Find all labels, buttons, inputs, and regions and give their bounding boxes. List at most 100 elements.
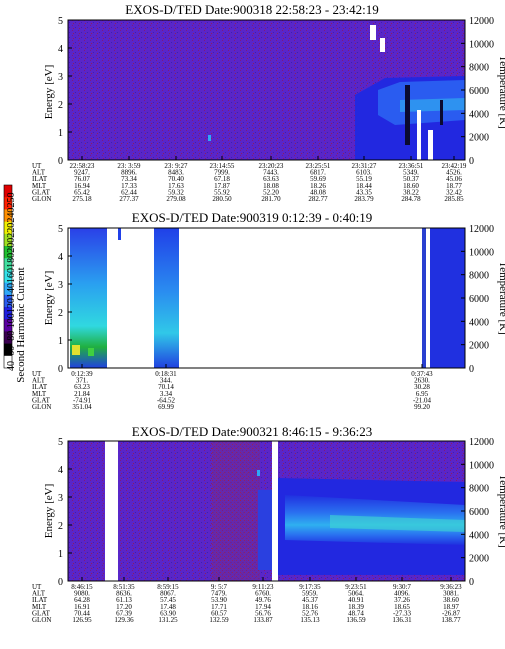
orbit-value: -74.91	[73, 396, 92, 404]
panel-title: EXOS-D/TED Date:900319 0:12:39 - 0:40:19	[132, 210, 372, 225]
orbit-value: 65.42	[74, 188, 90, 196]
orbit-value: 279.08	[166, 195, 186, 203]
colorbar-swatch	[4, 355, 12, 369]
y-tick-label: 5	[58, 437, 63, 448]
y-tick-label: 3	[58, 280, 63, 291]
y2-tick-label: 8000	[469, 271, 489, 282]
colorbar-frame	[3, 184, 13, 369]
spectrogram-plot: 0 1 2 3 4 5 0 2000 4000 6000 8000 10000 12000	[58, 16, 494, 167]
orbit-value: 63.63	[263, 175, 279, 183]
panel-900319: EXOS-D/TED Date:900319 0:12:39 - 0:40:19…	[32, 210, 505, 411]
x-tick-label: 23:25:51	[306, 162, 331, 170]
orbit-value: 7479.	[211, 590, 227, 598]
orbit-value: 18.44	[356, 182, 372, 190]
x-tick-label: 9:17:35	[299, 583, 321, 591]
y2-tick-label: 6000	[469, 86, 489, 97]
y2-tick-label: 6000	[469, 507, 489, 518]
orbit-value: 32.42	[446, 188, 462, 196]
temperature-band-peak	[400, 98, 465, 112]
colorbar-swatch	[4, 185, 12, 198]
spot	[257, 470, 260, 476]
x-tick-label: 23:14:55	[210, 162, 235, 170]
orbit-row-label: GLON	[32, 195, 51, 203]
orbit-row-label: GLAT	[32, 396, 51, 404]
orbit-row-label: UT	[32, 162, 42, 170]
data-segment	[422, 228, 426, 368]
data-gap	[380, 38, 385, 52]
y2-tick-label: 8000	[469, 484, 489, 495]
orbit-row-label: ALT	[32, 377, 46, 385]
x-tick-label: 9:11:23	[252, 583, 274, 591]
y-tick-label: 5	[58, 16, 63, 27]
spot	[208, 135, 211, 141]
orbit-value: 6.95	[416, 390, 429, 398]
orbit-value: 277.37	[119, 195, 139, 203]
orbit-value: 40.91	[348, 596, 364, 604]
colorbar-swatch	[4, 270, 12, 284]
x-tick-label: 9:36:23	[440, 583, 462, 591]
orbit-value: 351.04	[72, 403, 92, 411]
orbit-value: 18.60	[403, 182, 419, 190]
colorbar-swatch	[4, 246, 12, 259]
orbit-value: 133.87	[253, 616, 273, 624]
orbit-value: 2630.	[414, 377, 430, 385]
orbit-value: 67.39	[116, 609, 132, 617]
y2-tick-label: 0	[469, 364, 474, 375]
colorbar-swatch	[4, 282, 12, 296]
y-tick-label: 1	[58, 336, 63, 347]
orbit-row-label: ALT	[32, 590, 46, 598]
orbit-value: 18.97	[443, 603, 459, 611]
orbit-row-label: ILAT	[32, 383, 48, 391]
orbit-value: 8896.	[121, 169, 137, 177]
orbit-value: 275.18	[72, 195, 92, 203]
x-tick-label: 8:59:15	[157, 583, 179, 591]
orbit-value: 59.69	[310, 175, 326, 183]
orbit-value: 9080.	[74, 590, 90, 598]
orbit-value: 5064.	[348, 590, 364, 598]
orbit-value: 76.07	[74, 175, 90, 183]
orbit-value: 38.22	[403, 188, 419, 196]
colorbar-tick-label: 40	[6, 361, 17, 371]
orbit-value: 37.26	[394, 596, 410, 604]
spot	[88, 348, 94, 356]
orbit-value: 18.65	[394, 603, 410, 611]
colorbar-tick-label: 250	[6, 193, 17, 208]
temperature-band-peak	[330, 515, 465, 532]
y2-tick-label: 4000	[469, 109, 489, 120]
orbit-value: 17.94	[255, 603, 271, 611]
orbit-value: 8067.	[160, 590, 176, 598]
orbit-value: 284.78	[401, 195, 421, 203]
y-tick-label: 1	[58, 128, 63, 139]
orbit-value: 43.35	[356, 188, 372, 196]
orbit-value: 56.76	[255, 609, 271, 617]
orbit-value: 17.33	[121, 182, 137, 190]
orbit-value: 129.36	[114, 616, 134, 624]
y2-tick-label: 0	[469, 577, 474, 588]
orbit-row-label: ILAT	[32, 175, 48, 183]
data-segment	[430, 228, 465, 368]
spectrogram-plot: 0 1 2 3 4 5 0 2000 4000 6000 8000 10000 12000	[58, 224, 494, 375]
y-tick-label: 1	[58, 549, 63, 560]
orbit-value: 67.18	[214, 175, 230, 183]
orbit-value: -64.52	[157, 396, 176, 404]
data-gap	[417, 110, 421, 160]
orbit-value: 3081.	[443, 590, 459, 598]
colorbar-swatch	[4, 233, 12, 247]
orbit-value: 17.48	[160, 603, 176, 611]
orbit-value: 18.08	[263, 182, 279, 190]
orbit-value: 8483.	[168, 169, 184, 177]
orbit-value: 17.87	[214, 182, 230, 190]
x-tick-label: 9: 5:7	[211, 583, 228, 591]
orbit-value: 282.77	[308, 195, 328, 203]
colorbar-tick-label: 80	[6, 331, 17, 341]
orbit-row-label: UT	[32, 583, 42, 591]
x-tick-label: 0:37:43	[411, 370, 433, 378]
x-tick-label: 8:51:35	[113, 583, 135, 591]
orbit-value: 136.59	[346, 616, 366, 624]
orbit-value: 30.28	[414, 383, 430, 391]
orbit-value: 70.44	[74, 609, 90, 617]
data-gap	[272, 441, 278, 581]
colorbar-swatch	[4, 294, 12, 308]
colorbar-swatch	[4, 331, 12, 345]
